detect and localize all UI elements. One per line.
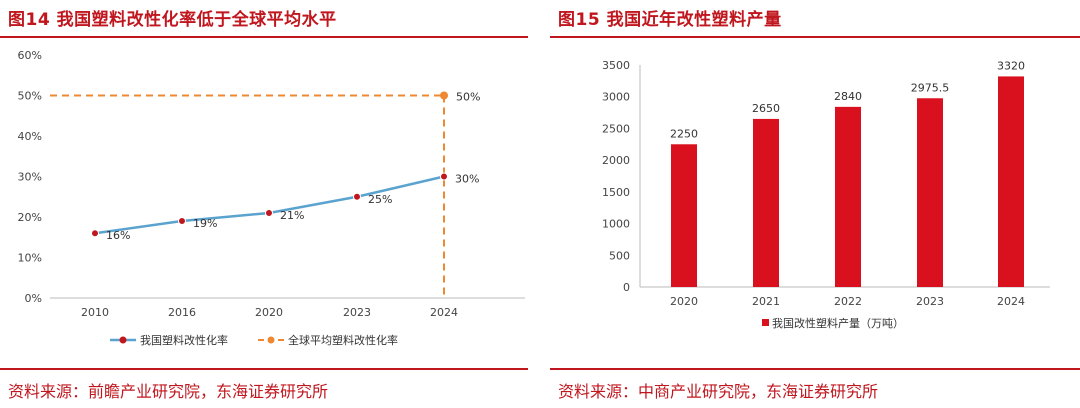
x-tick-label: 2023 [916, 295, 944, 308]
x-tick-label: 2022 [834, 295, 862, 308]
bar-value-label: 2840 [834, 90, 862, 103]
x-tick-label: 2020 [670, 295, 698, 308]
right-chart-title: 图15 我国近年改性塑料产量 [558, 10, 782, 30]
bar-value-label: 2975.5 [911, 81, 950, 94]
y-tick-label: 30% [18, 171, 42, 184]
right-source-rule [550, 368, 1080, 370]
y-tick-label: 0% [25, 292, 42, 305]
china-rate-label: 19% [193, 217, 217, 230]
y-tick-label: 20% [18, 211, 42, 224]
production-bar [753, 118, 779, 288]
x-tick-label: 2024 [997, 295, 1025, 308]
y-tick-label: 500 [609, 249, 630, 262]
china-rate-point [91, 229, 99, 238]
x-tick-label: 2020 [255, 306, 283, 319]
y-tick-label: 1500 [602, 186, 630, 199]
legend-swatch [762, 319, 769, 326]
left-chart-panel: 图14 我国塑料改性化率低于全球平均水平 0% 10% 20% 30% 40% 50% 60… [0, 0, 528, 408]
left-source-rule [0, 368, 528, 370]
y-tick-label: 3500 [602, 59, 630, 72]
left-title-rule [0, 36, 528, 38]
y-tick-label: 50% [18, 90, 42, 103]
china-rate-point [265, 208, 273, 217]
china-rate-point [353, 192, 361, 201]
left-source: 资料来源：前瞻产业研究院，东海证券研究所 [8, 382, 329, 401]
legend-china-label: 我国塑料改性化率 [140, 333, 228, 347]
y-tick-label: 2000 [602, 154, 630, 167]
x-tick-label: 2010 [81, 306, 109, 319]
right-title-rule [550, 36, 1080, 38]
right-bar-chart: 0 500 1000 1500 2000 2500 3000 3500 2250 2020 2650… [602, 59, 1050, 330]
y-tick-label: 0 [623, 281, 630, 294]
y-tick-label: 1000 [602, 218, 630, 231]
x-tick-label: 2016 [168, 306, 196, 319]
legend-global-label: 全球平均塑料改性化率 [288, 333, 398, 347]
production-bar [917, 98, 943, 287]
china-rate-label: 25% [368, 193, 392, 206]
production-bar [998, 76, 1024, 287]
china-rate-label: 30% [455, 173, 479, 186]
china-rate-point [178, 217, 186, 226]
legend-label: 我国改性塑料产量（万吨） [772, 316, 904, 330]
legend-global-marker [267, 336, 275, 344]
china-rate-point [440, 172, 448, 181]
x-tick-label: 2023 [343, 306, 371, 319]
x-tick-label: 2021 [752, 295, 780, 308]
china-rate-label: 16% [106, 229, 130, 242]
right-source: 资料来源：中商产业研究院，东海证券研究所 [558, 382, 879, 401]
legend-china-marker [119, 336, 127, 344]
y-tick-label: 10% [18, 252, 42, 265]
y-tick-label: 40% [18, 130, 42, 143]
left-chart-title: 图14 我国塑料改性化率低于全球平均水平 [8, 10, 337, 30]
bar-value-label: 2650 [752, 102, 780, 115]
y-tick-label: 3000 [602, 91, 630, 104]
bar-value-label: 3320 [997, 59, 1025, 72]
production-bar [835, 106, 861, 287]
production-bar [671, 144, 697, 287]
right-chart-panel: 图15 我国近年改性塑料产量 0 500 1000 1500 2000 2500 3000 3… [550, 0, 1080, 408]
x-tick-label: 2024 [430, 306, 458, 319]
y-tick-label: 2500 [602, 122, 630, 135]
china-rate-label: 21% [280, 209, 304, 222]
bar-value-label: 2250 [670, 127, 698, 140]
y-tick-label: 60% [18, 49, 42, 62]
global-average-point [440, 91, 448, 100]
left-line-chart: 0% 10% 20% 30% 40% 50% 60% 2010 2016 2020 2023 2024… [18, 49, 525, 347]
global-average-label: 50% [456, 91, 480, 104]
